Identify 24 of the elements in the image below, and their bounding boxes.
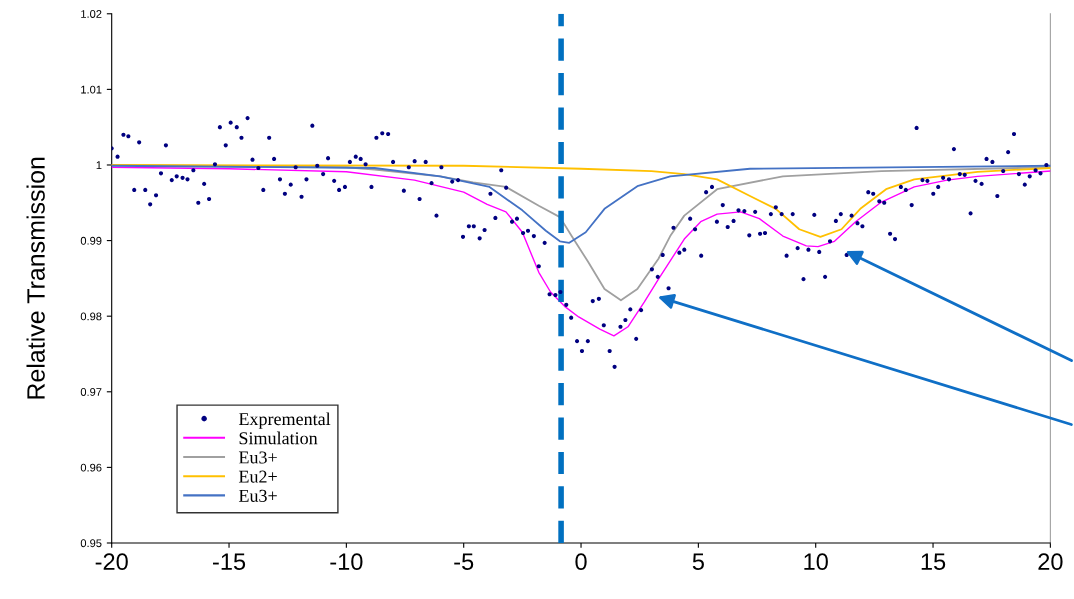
x-tick-label: -20: [95, 553, 128, 571]
x-tick-label: -15: [213, 553, 246, 571]
x-tick-label: -5: [454, 553, 474, 571]
y-tick-label: 0.99: [80, 236, 102, 245]
y-tick-label: 0.96: [80, 463, 102, 472]
y-tick-label: 1.02: [81, 10, 102, 18]
x-tick-label: 0: [575, 553, 587, 571]
x-tick-label: 20: [1038, 553, 1063, 571]
x-tick-label: -10: [330, 553, 363, 571]
y-tick-label: 0.97: [80, 388, 102, 396]
x-tick-label: 5: [692, 553, 704, 571]
y-tick-label: 0.98: [80, 312, 102, 321]
legend-label: Eu3+: [238, 451, 277, 464]
legend-label: Simulation: [239, 431, 318, 445]
legend-label: Expremental: [238, 412, 331, 429]
x-tick-label: 15: [921, 553, 946, 571]
y-tick-label: 0.95: [80, 539, 102, 548]
legend-label: Eu2+: [238, 470, 277, 483]
y-tick-label: 1.01: [81, 85, 102, 94]
y-tick-label: 1: [96, 161, 102, 170]
y-axis-title: Relative Transmission: [26, 157, 45, 399]
legend-label: Eu3+: [238, 489, 277, 502]
line-series: [111, 166, 1051, 337]
x-tick-label: 10: [804, 553, 828, 571]
